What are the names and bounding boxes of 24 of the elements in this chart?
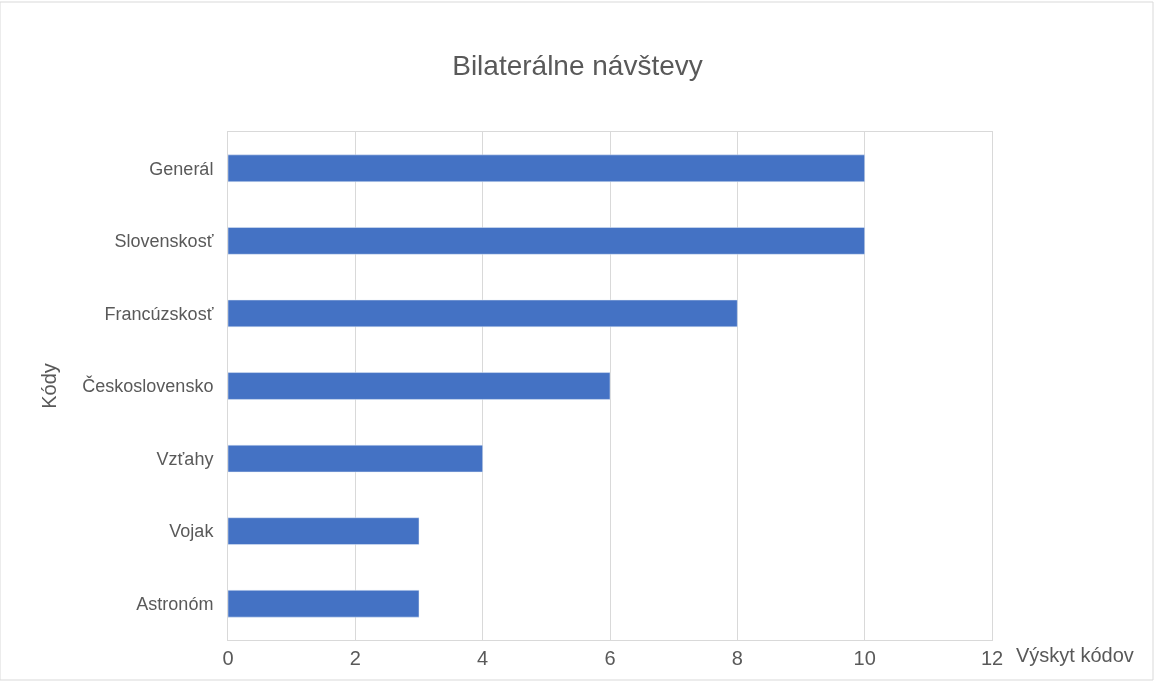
x-tick-label: 8 [731,647,743,669]
y-tick-label: Francúzskosť [104,303,214,324]
y-tick-label: Slovenskosť [114,231,214,252]
y-tick-label: Generál [149,158,214,179]
bar [228,590,420,618]
x-tick-label: 2 [349,647,361,669]
x-tick-label: 4 [477,647,489,669]
bar [228,444,483,473]
x-tick-label: 12 [980,647,1004,669]
y-tick-label: Československo [82,375,214,397]
bar [228,517,420,545]
bar [228,154,865,182]
x-tick-label: 10 [853,647,876,669]
y-tick-label: Vzťahy [156,448,214,469]
x-axis-title: Výskyt kódov [1016,644,1134,666]
y-tick-label: Vojak [169,521,215,542]
bar [228,299,738,328]
chart-title: Bilaterálne návštevy [452,49,703,81]
x-tick-label: 6 [604,647,616,669]
y-axis-title: Kódy [37,363,60,409]
bar [228,227,865,255]
y-tick-label: Astronóm [136,594,214,615]
bar [228,372,611,400]
x-tick-label: 0 [222,647,234,669]
